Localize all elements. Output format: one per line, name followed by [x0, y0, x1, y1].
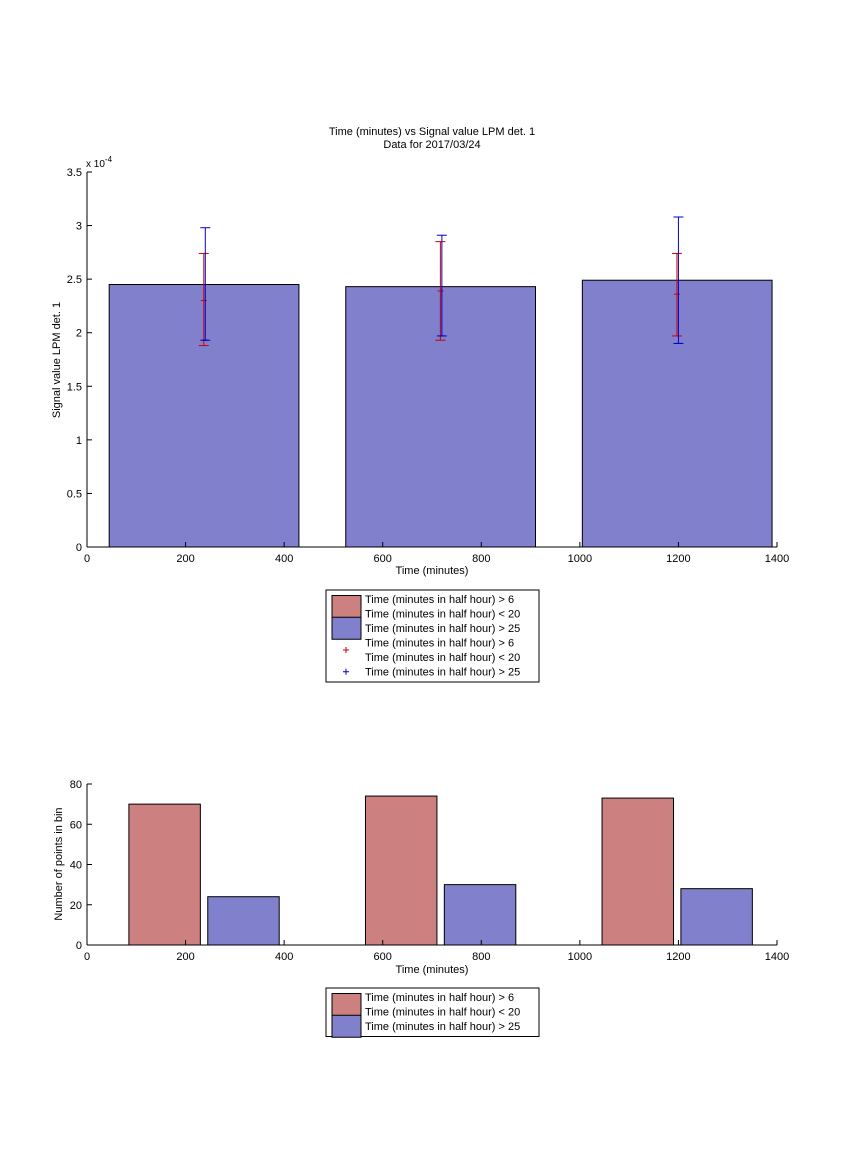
chart2-bar — [443, 884, 517, 946]
legend-label: Time (minutes in half hour) > 25 — [365, 667, 520, 679]
legend-swatch — [331, 1014, 362, 1038]
chart1-x-tick-label: 600 — [374, 951, 392, 963]
chart1-title: Time (minutes) vs Signal value LPM det. … — [329, 126, 535, 138]
chart2-plot-area: 0 200 400 600 800 1000 1200 1400 0 20 40 60 80 — [70, 779, 789, 963]
legend-swatch — [331, 993, 362, 1016]
chart1-xlabel: Time (minutes) — [396, 565, 469, 577]
chart1-x-tick-label: 400 — [275, 951, 293, 963]
chart1-x-tick-label: 1400 — [765, 951, 789, 963]
chart0-y-tick-label: 0.5 — [67, 488, 82, 500]
chart0-y-tick-label: 2.5 — [67, 274, 82, 286]
chart0-x-tick-label: 0 — [84, 553, 90, 565]
chart1-plot-area: 0 200 400 600 800 1000 1200 1400 0 0.5 1 1.5 2 2.5 3 3.… — [67, 167, 790, 565]
legend-label: Time (minutes in half hour) > 6 — [365, 594, 514, 606]
chart2-bar — [680, 888, 753, 946]
legend-swatch — [331, 595, 362, 618]
chart1-subtitle: Data for 2017/03/24 — [383, 139, 480, 151]
chart1-ylabel: Signal value LPM det. 1 — [51, 302, 63, 418]
chart0-y-tick-label: 3 — [76, 221, 82, 233]
chart1-x-tick-label: 0 — [84, 951, 90, 963]
chart0-x-tick-label: 1400 — [765, 553, 789, 565]
chart2-xlabel: Time (minutes) — [396, 964, 469, 976]
chart1-y-tick-label: 0 — [76, 940, 82, 952]
chart1-y-exponent: x 10-4 — [86, 155, 113, 170]
chart2-legend: Time (minutes in half hour) > 6 Time (min… — [325, 987, 540, 1038]
chart0-x-tick-label: 1200 — [666, 553, 690, 565]
chart0-y-tick-label: 3.5 — [67, 167, 82, 179]
chart0-x-tick-label: 400 — [275, 553, 293, 565]
chart1-x-tick-label: 200 — [176, 951, 194, 963]
chart0-y-tick-label: 1 — [76, 435, 82, 447]
chart0-y-tick-label: 1.5 — [67, 381, 82, 393]
chart2-bar — [207, 896, 280, 946]
chart0-x-tick-label: 1000 — [568, 553, 592, 565]
chart1-x-tick-label: 1000 — [568, 951, 592, 963]
chart1-y-tick-label: 80 — [70, 779, 82, 791]
chart0-x-tick-label: 200 — [176, 553, 194, 565]
chart1-legend: Time (minutes in half hour) > 6 Time (min… — [325, 589, 540, 683]
chart1-x-tick-label: 1200 — [666, 951, 690, 963]
chart2-bar — [364, 795, 438, 946]
legend-swatch — [331, 616, 362, 640]
chart0-x-tick-label: 800 — [472, 553, 490, 565]
legend-label: Time (minutes in half hour) > 25 — [365, 1021, 520, 1033]
chart1-y-tick-label: 60 — [70, 819, 82, 831]
chart1-x-tick-label: 800 — [472, 951, 490, 963]
chart2-ylabel: Number of points in bin — [53, 807, 65, 920]
legend-label: Time (minutes in half hour) < 20 — [365, 652, 520, 664]
legend-label: Time (minutes in half hour) < 20 — [365, 1007, 520, 1019]
chart1-y-tick-label: 20 — [70, 900, 82, 912]
legend-label: Time (minutes in half hour) > 6 — [365, 638, 514, 650]
legend-label: Time (minutes in half hour) > 6 — [365, 992, 514, 1004]
chart2-bar — [128, 803, 201, 946]
legend-label: Time (minutes in half hour) < 20 — [365, 609, 520, 621]
chart0-y-tick-label: 0 — [76, 542, 82, 554]
legend-label: Time (minutes in half hour) > 25 — [365, 623, 520, 635]
chart0-x-tick-label: 600 — [374, 553, 392, 565]
chart1-y-tick-label: 40 — [70, 860, 82, 872]
chart0-y-tick-label: 2 — [76, 328, 82, 340]
chart2-bar — [601, 797, 674, 946]
